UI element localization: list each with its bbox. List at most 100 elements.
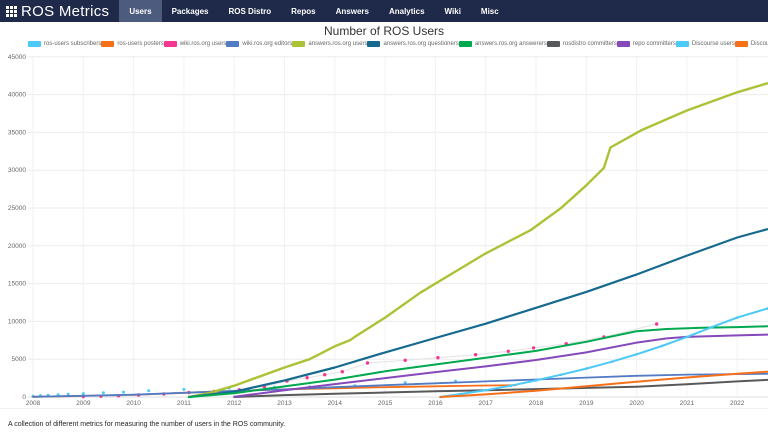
legend-item-ros-users-posters[interactable]: ros-users posters — [101, 41, 164, 47]
series-point-discourse-users — [534, 379, 538, 382]
series-point-discourse-users — [459, 392, 462, 396]
legend-item-discourse-posters[interactable]: Discourse posters — [734, 41, 768, 47]
legend-label: rosdistro committers — [562, 41, 617, 47]
legend-item-wiki-ros-org-users[interactable]: wiki.ros.org users — [163, 41, 227, 47]
series-point-wiki-ros-org-users — [655, 322, 659, 326]
legend-label: ros-users posters — [117, 41, 164, 47]
brand[interactable]: ROS Metrics — [0, 3, 119, 20]
nav-item-misc[interactable]: Misc — [480, 6, 499, 16]
legend-swatch — [546, 41, 560, 47]
series-point-ros-users-subscribers — [182, 387, 186, 391]
legend-item-ros-users-subscribers[interactable]: ros-users subscribers — [28, 41, 101, 47]
series-point-discourse-users — [660, 344, 664, 348]
footer: A collection of different metrics for me… — [0, 408, 768, 437]
x-axis-label: 2021 — [680, 400, 695, 407]
chart-legend: ros-users subscribers ros-users posters wi… — [0, 41, 768, 47]
series-point-discourse-users — [685, 335, 689, 339]
legend-label: Discourse posters — [750, 41, 768, 47]
footer-text: A collection of different metrics for me… — [8, 421, 286, 428]
x-axis-label: 2016 — [428, 400, 443, 407]
nav-item-ros-distro[interactable]: ROS Distro — [228, 6, 272, 16]
y-axis-label: 25000 — [8, 205, 26, 212]
legend-item-rosdistro-committers[interactable]: rosdistro committers — [546, 41, 617, 47]
series-point-ros-users-subscribers — [66, 392, 70, 396]
navbar: ROS Metrics Users Packages ROS Distro Repos… — [0, 0, 768, 22]
series-point-discourse-users — [585, 367, 588, 370]
series-point-ros-users-subscribers — [81, 392, 85, 396]
legend-swatch — [226, 41, 240, 47]
x-axis-label: 2017 — [478, 400, 493, 407]
nav-item-answers[interactable]: Answers — [335, 6, 369, 16]
legend-item-answers-ros-org-questioners[interactable]: answers.ros.org questioners — [367, 41, 459, 47]
x-axis-label: 2011 — [177, 400, 191, 407]
legend-label: answers.ros.org users — [308, 41, 368, 47]
series-line-answers-ros-org-users — [187, 82, 768, 399]
legend-label: repo committers — [632, 41, 676, 47]
series-point-discourse-users — [509, 384, 513, 388]
nav-item-analytics[interactable]: Analytics — [388, 6, 425, 16]
legend-item-answers-ros-org-users[interactable]: answers.ros.org users — [292, 41, 367, 47]
x-axis-label: 2020 — [629, 400, 644, 407]
y-axis-label: 15000 — [8, 281, 26, 288]
legend-item-wiki-ros-org-editors[interactable]: wiki.ros.org editors — [226, 41, 292, 47]
legend-swatch — [675, 41, 689, 47]
brand-text: ROS Metrics — [21, 2, 110, 20]
legend-label: answers.ros.org answerers — [474, 41, 547, 47]
y-axis-label: 5000 — [12, 356, 27, 363]
y-axis-label: 0 — [22, 394, 26, 401]
legend-item-repo-committers[interactable]: repo committers — [616, 41, 676, 47]
legend-swatch — [28, 41, 41, 47]
legend-label: Discourse users — [691, 41, 735, 47]
series-line-answers-ros-org-questioners — [187, 228, 768, 399]
x-axis-label: 2019 — [579, 400, 594, 407]
series-point-ros-users-subscribers — [147, 389, 151, 393]
series-point-wiki-ros-org-users — [531, 346, 536, 350]
y-axis-label: 45000 — [8, 54, 26, 61]
legend-swatch — [616, 41, 630, 47]
legend-label: answers.ros.org questioners — [383, 41, 459, 47]
series-point-wiki-ros-org-users — [340, 370, 344, 374]
series-point-discourse-users — [635, 353, 638, 356]
nav-item-users[interactable]: Users — [119, 0, 162, 22]
series-point-wiki-ros-org-users — [305, 376, 309, 380]
legend-swatch — [458, 41, 472, 47]
series-point-discourse-users — [735, 316, 739, 319]
legend-item-answers-ros-org-answerers[interactable]: answers.ros.org answerers — [458, 41, 547, 47]
x-axis-label: 2009 — [76, 400, 91, 407]
y-axis-label: 30000 — [8, 167, 26, 174]
series-point-ros-users-subscribers — [403, 381, 407, 385]
series-point-discourse-users — [484, 388, 488, 392]
series-point-wiki-ros-org-users — [403, 358, 407, 362]
x-axis-label: 2008 — [26, 400, 41, 407]
series-point-ros-users-subscribers — [122, 390, 125, 394]
nav-item-packages[interactable]: Packages — [171, 6, 209, 16]
x-axis-label: 2014 — [328, 400, 343, 407]
series-point-discourse-users — [610, 360, 613, 364]
legend-item-discourse-users[interactable]: Discourse users — [675, 41, 735, 47]
nav-item-wiki[interactable]: Wiki — [444, 6, 461, 16]
x-axis-label: 2012 — [227, 400, 242, 407]
series-line-rosdistro-committers — [233, 378, 768, 398]
grid-icon — [6, 5, 17, 17]
legend-swatch — [734, 41, 748, 47]
series-point-wiki-ros-org-users — [323, 373, 327, 377]
x-axis-label: 2022 — [730, 400, 745, 407]
legend-label: wiki.ros.org editors — [242, 41, 293, 47]
series-line-discourse-users — [439, 307, 768, 398]
series-point-discourse-users — [559, 373, 563, 377]
y-axis-label: 35000 — [8, 129, 26, 136]
series-point-wiki-ros-org-users — [436, 356, 440, 360]
series-point-discourse-users — [710, 325, 714, 329]
legend-label: wiki.ros.org users — [179, 41, 227, 47]
legend-swatch — [101, 41, 115, 47]
series-line-discourse-posters — [439, 370, 768, 398]
series-point-wiki-ros-org-users — [506, 349, 510, 353]
series-point-wiki-ros-org-users — [473, 353, 478, 357]
legend-swatch — [163, 41, 177, 47]
legend-swatch — [367, 41, 381, 47]
legend-label: ros-users subscribers — [44, 41, 102, 47]
series-line-answers-ros-org-answerers — [187, 325, 768, 398]
nav-item-repos[interactable]: Repos — [291, 6, 316, 16]
x-axis-label: 2013 — [277, 400, 292, 407]
